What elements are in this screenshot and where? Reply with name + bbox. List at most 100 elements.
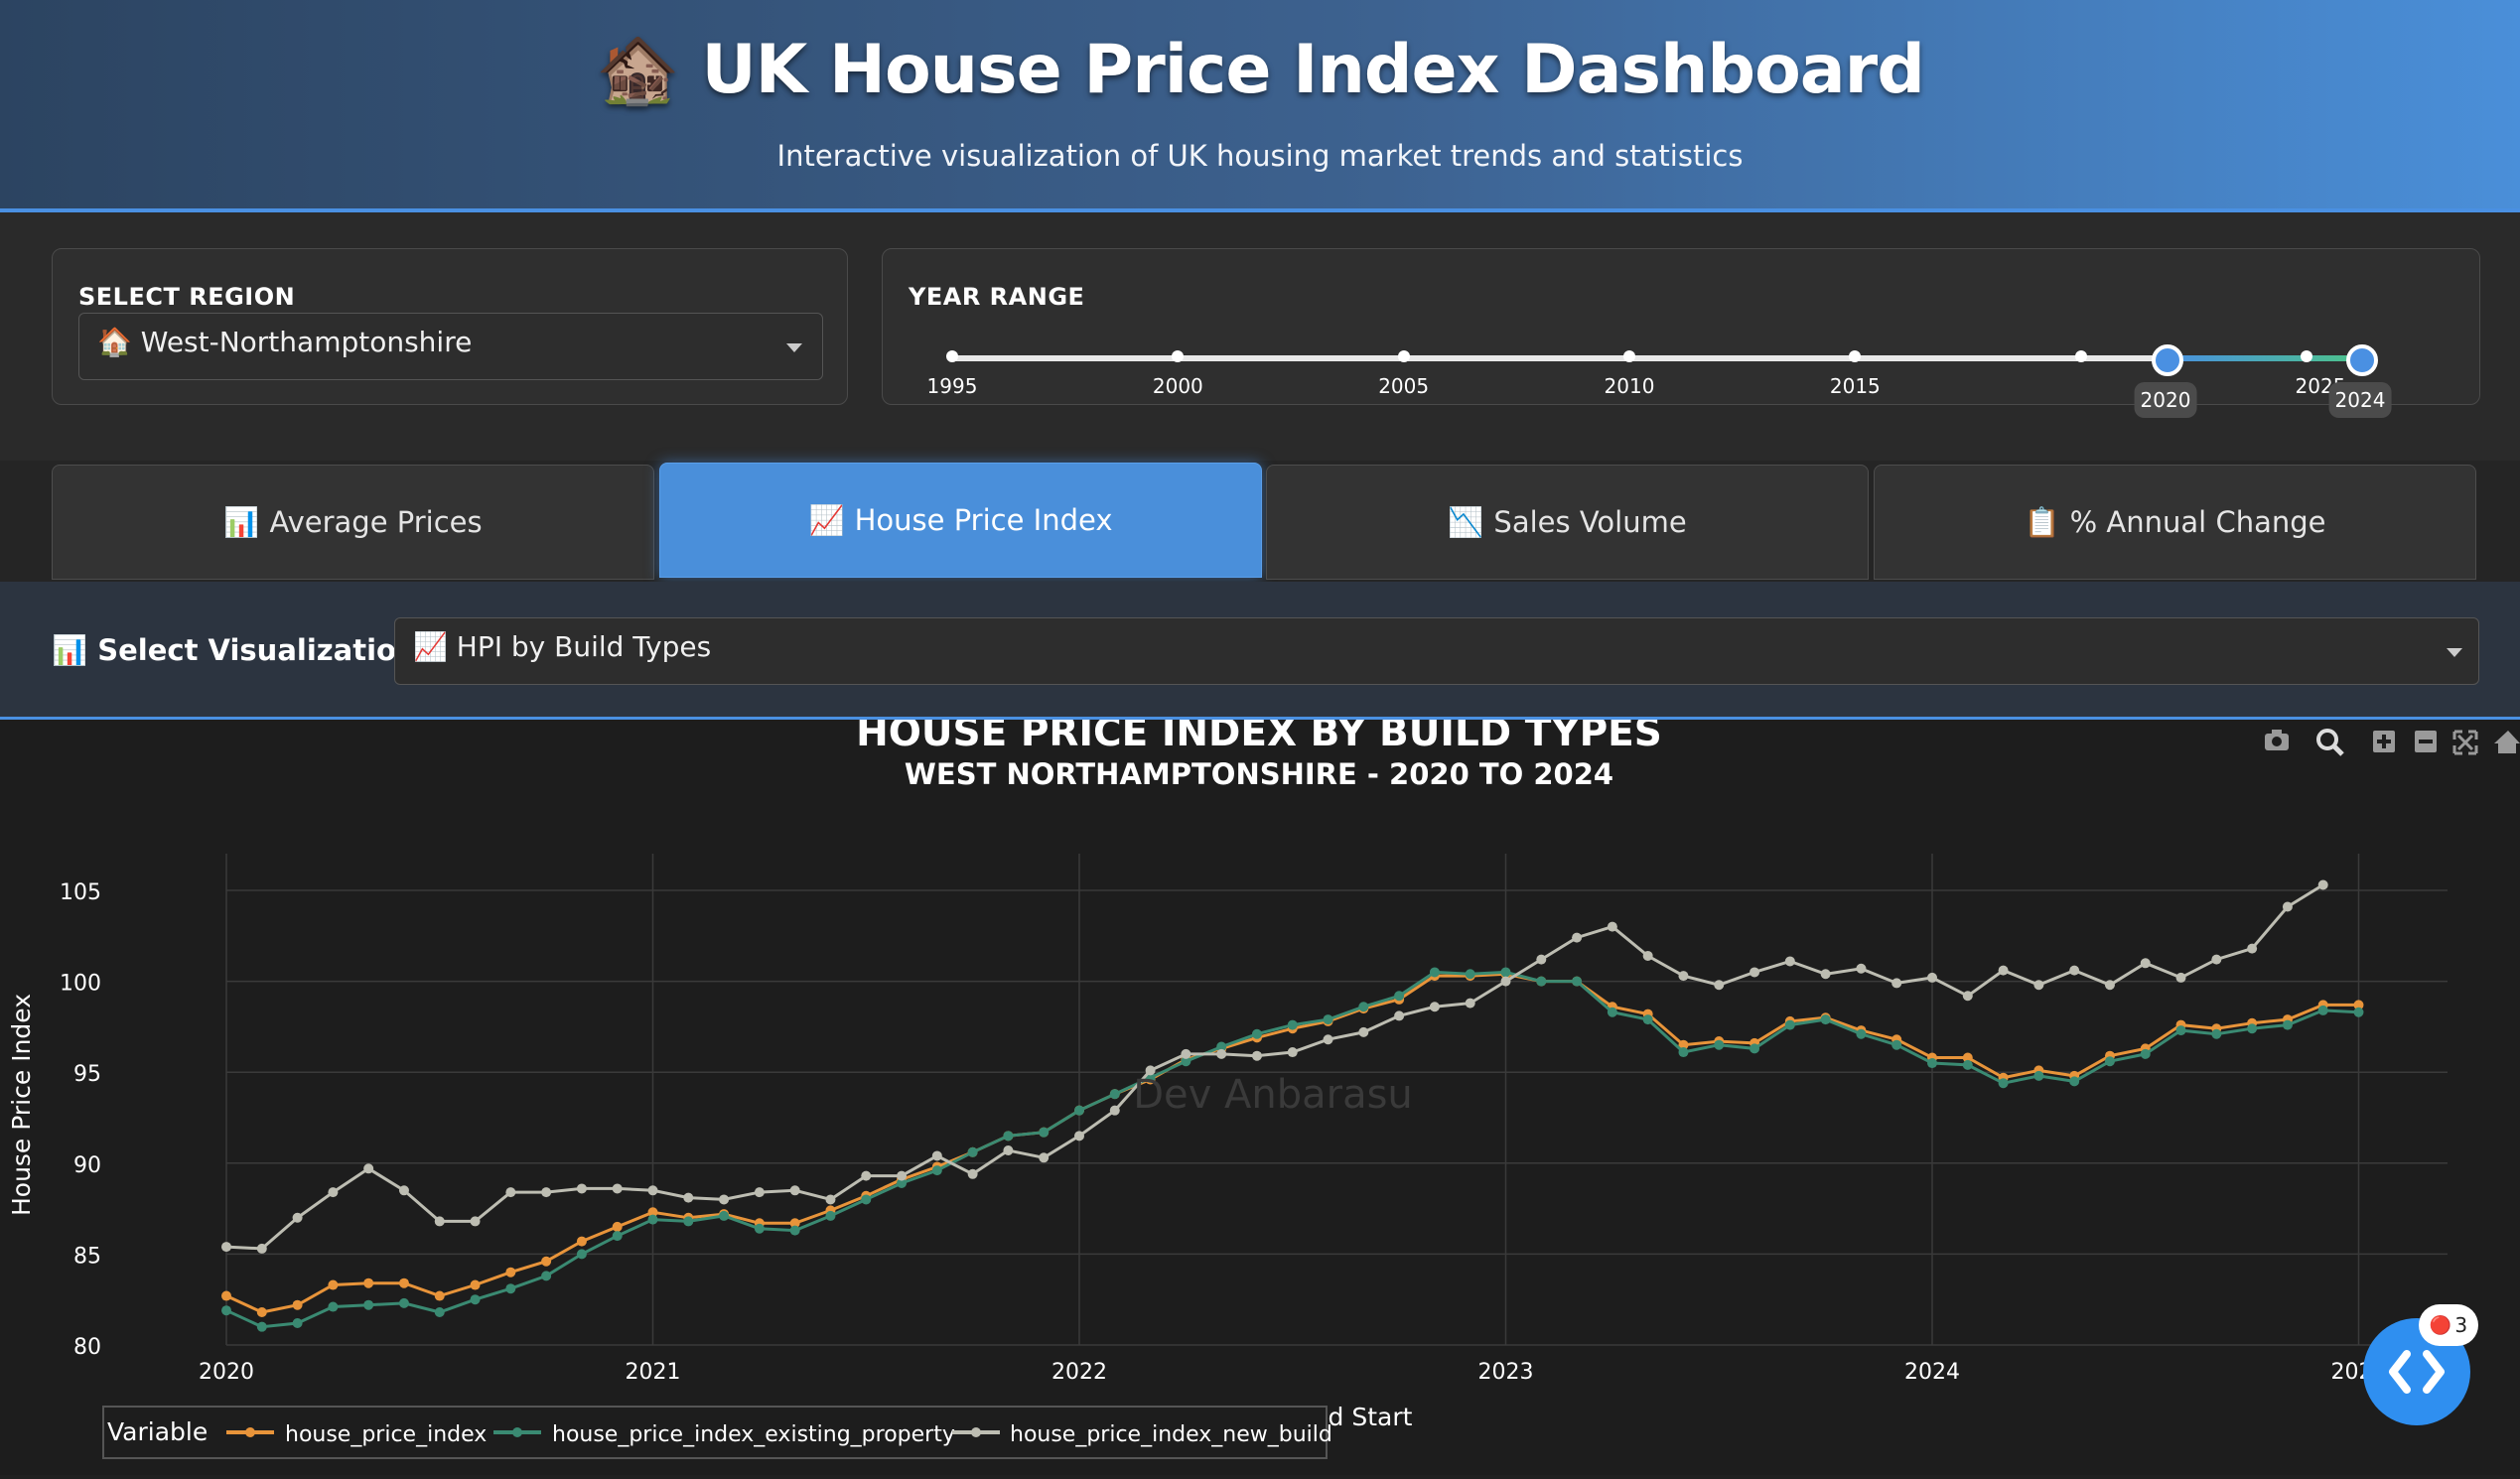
data-point[interactable] <box>541 1187 552 1198</box>
data-point[interactable] <box>1039 1127 1050 1138</box>
data-point[interactable] <box>1891 1039 1902 1050</box>
data-point[interactable] <box>470 1279 481 1290</box>
data-point[interactable] <box>647 1185 658 1196</box>
data-point[interactable] <box>1216 1041 1227 1052</box>
data-point[interactable] <box>789 1225 800 1236</box>
data-point[interactable] <box>789 1218 800 1229</box>
data-point[interactable] <box>541 1271 552 1281</box>
data-point[interactable] <box>1465 998 1475 1008</box>
data-point[interactable] <box>256 1321 267 1332</box>
data-point[interactable] <box>1678 971 1689 982</box>
data-point[interactable] <box>1429 1002 1440 1012</box>
data-point[interactable] <box>1394 1010 1405 1021</box>
tab-sales-volume[interactable]: 📉 Sales Volume <box>1266 465 1869 580</box>
data-point[interactable] <box>1181 1056 1191 1067</box>
data-point[interactable] <box>861 1170 872 1181</box>
data-point[interactable] <box>1251 1028 1262 1039</box>
data-point[interactable] <box>2211 1028 2222 1039</box>
data-point[interactable] <box>1109 1105 1120 1116</box>
data-point[interactable] <box>612 1221 623 1232</box>
data-point[interactable] <box>576 1249 587 1260</box>
data-point[interactable] <box>2069 965 2080 976</box>
data-point[interactable] <box>1287 1019 1298 1030</box>
data-point[interactable] <box>1714 1039 1725 1050</box>
data-point[interactable] <box>1891 978 1902 989</box>
data-point[interactable] <box>1572 976 1583 987</box>
data-point[interactable] <box>2247 943 2258 954</box>
data-point[interactable] <box>328 1301 339 1312</box>
data-point[interactable] <box>2353 1000 2364 1010</box>
year-range-tick[interactable] <box>2301 350 2312 362</box>
visualization-select[interactable]: 📈 HPI by Build Types <box>394 617 2479 685</box>
camera-icon[interactable] <box>2265 730 2289 750</box>
data-point[interactable] <box>398 1297 409 1308</box>
data-point[interactable] <box>1358 1002 1369 1012</box>
data-point[interactable] <box>1750 1043 1760 1054</box>
data-point[interactable] <box>470 1294 481 1305</box>
data-point[interactable] <box>328 1279 339 1290</box>
data-point[interactable] <box>505 1267 516 1277</box>
data-point[interactable] <box>1962 1052 1973 1063</box>
data-point[interactable] <box>2282 901 2293 912</box>
data-point[interactable] <box>1607 1007 1617 1017</box>
data-point[interactable] <box>1998 1078 2009 1089</box>
year-range-tick[interactable] <box>1397 350 1410 362</box>
data-point[interactable] <box>2175 972 2186 983</box>
data-point[interactable] <box>434 1307 445 1318</box>
data-point[interactable] <box>1109 1089 1120 1100</box>
data-point[interactable] <box>1927 1058 1937 1069</box>
year-range-tick[interactable] <box>2074 350 2087 362</box>
data-point[interactable] <box>2282 1019 2293 1030</box>
data-point[interactable] <box>1962 991 1973 1002</box>
data-point[interactable] <box>1607 921 1617 932</box>
data-point[interactable] <box>861 1194 872 1205</box>
data-point[interactable] <box>505 1283 516 1294</box>
data-point[interactable] <box>292 1299 303 1310</box>
data-point[interactable] <box>1998 965 2009 976</box>
year-range-handle-start[interactable] <box>2152 344 2183 376</box>
data-point[interactable] <box>398 1185 409 1196</box>
data-point[interactable] <box>2211 954 2222 965</box>
data-point[interactable] <box>363 1163 374 1174</box>
data-point[interactable] <box>2033 980 2044 991</box>
data-point[interactable] <box>1394 991 1405 1002</box>
data-point[interactable] <box>2140 1048 2151 1059</box>
tab-average-prices[interactable]: 📊 Average Prices <box>52 465 654 580</box>
data-point[interactable] <box>2353 1007 2364 1017</box>
legend-item-existing-property[interactable]: house_price_index_existing_property <box>493 1422 955 1447</box>
autoscale-icon[interactable] <box>2452 730 2478 755</box>
data-point[interactable] <box>647 1207 658 1218</box>
data-point[interactable] <box>612 1183 623 1194</box>
data-point[interactable] <box>470 1216 481 1227</box>
year-range-tick[interactable] <box>1623 350 1635 362</box>
data-point[interactable] <box>576 1183 587 1194</box>
data-point[interactable] <box>328 1187 339 1198</box>
data-point[interactable] <box>541 1256 552 1267</box>
tab-annual-change[interactable]: 📋 % Annual Change <box>1874 465 2476 580</box>
year-range-tick[interactable] <box>1172 350 1185 362</box>
data-point[interactable] <box>754 1187 765 1198</box>
data-point[interactable] <box>505 1187 516 1198</box>
data-point[interactable] <box>2247 1023 2258 1034</box>
data-point[interactable] <box>256 1243 267 1254</box>
data-point[interactable] <box>897 1177 908 1188</box>
data-point[interactable] <box>1500 967 1511 978</box>
data-point[interactable] <box>1927 972 1937 983</box>
data-point[interactable] <box>363 1277 374 1288</box>
data-point[interactable] <box>1536 976 1547 987</box>
data-point[interactable] <box>2140 958 2151 969</box>
data-point[interactable] <box>1820 1014 1831 1025</box>
data-point[interactable] <box>2317 879 2328 890</box>
data-point[interactable] <box>2175 1025 2186 1036</box>
reset-icon[interactable] <box>2494 731 2520 753</box>
data-point[interactable] <box>1287 1047 1298 1058</box>
data-point[interactable] <box>1856 963 1867 974</box>
data-point[interactable] <box>2104 980 2115 991</box>
legend-item-hpi[interactable]: house_price_index <box>226 1422 487 1447</box>
data-point[interactable] <box>931 1150 942 1161</box>
data-point[interactable] <box>363 1299 374 1310</box>
year-range-tick[interactable] <box>1849 350 1862 362</box>
data-point[interactable] <box>897 1170 908 1181</box>
data-point[interactable] <box>256 1307 267 1318</box>
data-point[interactable] <box>1572 932 1583 943</box>
